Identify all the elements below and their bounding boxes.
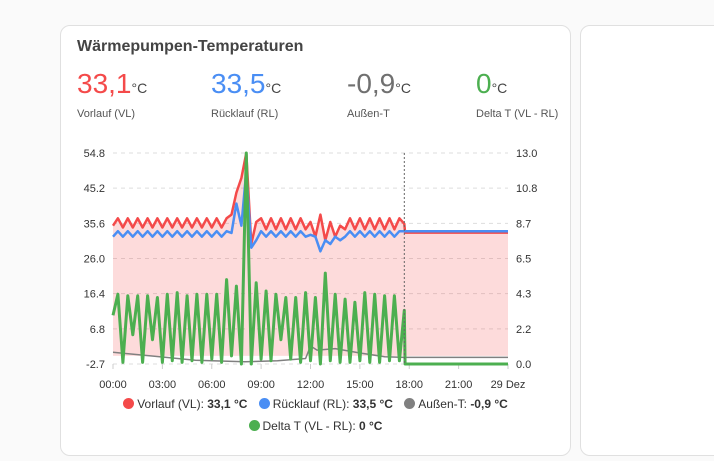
- stat-label: Vorlauf (VL): [77, 108, 136, 120]
- legend-delta[interactable]: Delta T (VL - RL): 0 °C: [248, 419, 382, 433]
- y-left-tick: -2.7: [86, 359, 105, 371]
- x-tick-label: 12:00: [297, 379, 325, 391]
- stat-unit: °C: [395, 80, 411, 96]
- y-left-tick: 16.4: [84, 289, 105, 301]
- x-tick-label: 06:00: [198, 379, 226, 391]
- stat-1[interactable]: 33,5°C Rücklauf (RL): [211, 68, 281, 120]
- heatpump-temperature-card: Wärmepumpen-Temperaturen 33,1°C Vorlauf (…: [60, 25, 571, 456]
- legend-dot: [404, 398, 416, 409]
- x-tick-label: 21:00: [445, 379, 473, 391]
- stat-unit: °C: [265, 80, 282, 96]
- stat-value: 0: [476, 68, 492, 99]
- series-line-0: [111, 151, 508, 246]
- legend-row-1: Vorlauf (VL): 33,1 °C Rücklauf (RL): 33,…: [61, 397, 570, 411]
- stat-0[interactable]: 33,1°C Vorlauf (VL): [77, 68, 147, 120]
- y-right-tick: 8.7: [516, 218, 531, 230]
- y-right-tick: 10.8: [516, 183, 537, 195]
- series-line-1: [112, 169, 508, 253]
- y-left-tick: 45.2: [84, 183, 105, 195]
- stat-unit: °C: [491, 80, 508, 96]
- x-tick-label: 15:00: [346, 379, 374, 391]
- stat-label: Rücklauf (RL): [211, 108, 279, 120]
- y-left-tick: 6.8: [90, 324, 105, 336]
- legend-row-2: Delta T (VL - RL): 0 °C: [61, 419, 570, 433]
- y-right-tick: 13.0: [516, 148, 537, 160]
- y-left-tick: 35.6: [84, 218, 105, 230]
- legend-vorlauf[interactable]: Vorlauf (VL): 33,1 °C: [123, 397, 247, 411]
- y-right-tick: 0.0: [516, 359, 531, 371]
- stat-value: 33,5: [211, 68, 266, 99]
- y-right-tick: 6.5: [516, 254, 531, 266]
- legend-dot: [123, 398, 135, 409]
- stat-label: Außen-T: [347, 108, 390, 120]
- y-left-tick: 54.8: [84, 148, 105, 160]
- x-tick-label: 18:00: [395, 379, 423, 391]
- stat-unit: °C: [131, 80, 148, 96]
- stat-label: Delta T (VL - RL): [476, 108, 559, 120]
- temperature-chart: 54.8 13.0 45.2 10.8 35.6 8.7 26.0 6.5 16.4 4.3 6.8…: [84, 148, 538, 391]
- stat-2[interactable]: -0,9°C Außen-T: [347, 68, 411, 120]
- vorlauf-fill: [113, 153, 508, 356]
- x-tick-label: 03:00: [149, 379, 177, 391]
- y-right-tick: 2.2: [516, 324, 531, 336]
- y-left-tick: 26.0: [84, 254, 105, 266]
- legend-aussen[interactable]: Außen-T: -0,9 °C: [404, 397, 508, 411]
- x-tick-label: 00:00: [99, 379, 127, 391]
- x-tick-label: 09:00: [247, 379, 275, 391]
- legend-ruecklauf[interactable]: Rücklauf (RL): 33,5 °C: [258, 397, 393, 411]
- legend-dot: [258, 398, 270, 409]
- x-tick-label: 29 Dez: [491, 379, 526, 391]
- stat-value: -0,9: [347, 68, 396, 99]
- card-title: Wärmepumpen-Temperaturen: [77, 38, 304, 55]
- series-line-3: [111, 151, 508, 366]
- secondary-card: [580, 25, 714, 456]
- y-right-tick: 4.3: [516, 289, 531, 301]
- legend-dot: [248, 420, 260, 431]
- stat-value: 33,1: [77, 68, 132, 99]
- stat-3[interactable]: 0°C Delta T (VL - RL): [476, 68, 558, 120]
